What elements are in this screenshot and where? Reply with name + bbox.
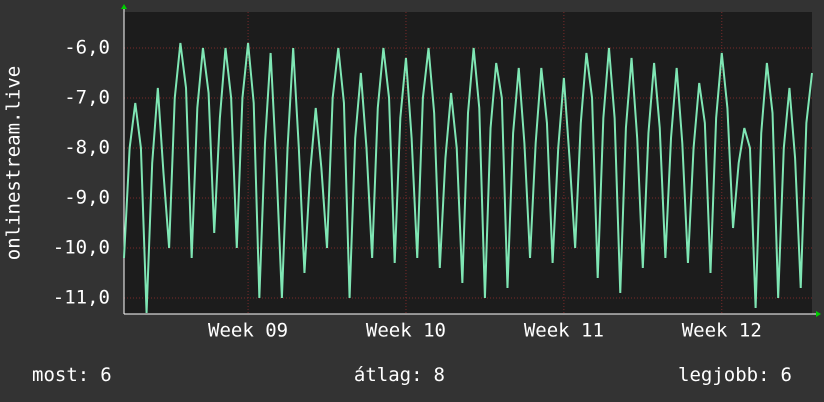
axis-arrow (816, 311, 821, 317)
x-tick-label: Week 10 (366, 320, 446, 342)
stat-value: 6 (781, 364, 792, 386)
y-tick-label: -11,0 (53, 287, 110, 309)
x-tick-label: Week 12 (682, 320, 762, 342)
x-tick-label: Week 09 (208, 320, 288, 342)
stat-value: 6 (100, 364, 111, 386)
x-tick-label: Week 11 (524, 320, 604, 342)
y-tick-label: -7,0 (64, 87, 110, 109)
stat-label: átlag: (354, 364, 423, 386)
series-line (123, 42, 813, 314)
y-tick-label: -6,0 (64, 37, 110, 59)
stat-value: 8 (434, 364, 445, 386)
y-tick-label: -10,0 (53, 237, 110, 259)
legend-stat: most: 6 (32, 364, 112, 386)
y-tick-label: -9,0 (64, 187, 110, 209)
y-axis-label: onlinestream.live (3, 66, 25, 260)
y-tick-label: -8,0 (64, 137, 110, 159)
stat-label: most: (32, 364, 89, 386)
legend-stat: átlag: 8 (354, 364, 445, 386)
legend-stat: legjobb: 6 (678, 364, 792, 386)
stat-label: legjobb: (678, 364, 770, 386)
plot-area (124, 12, 812, 314)
axis-arrow (121, 4, 127, 9)
